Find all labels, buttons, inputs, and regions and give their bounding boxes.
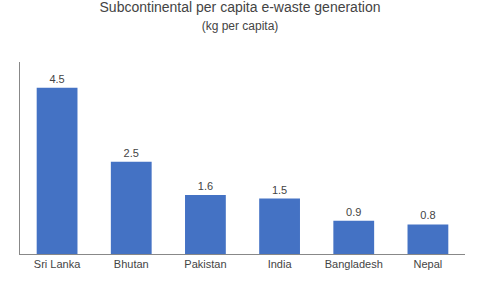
svg-text:1.6: 1.6 [198,180,213,192]
svg-text:0.9: 0.9 [346,206,361,218]
svg-text:4.5: 4.5 [49,73,64,85]
svg-text:Subcontinental per capita e-wa: Subcontinental per capita e-waste genera… [100,0,381,33]
svg-text:Bhutan: Bhutan [114,258,149,270]
svg-text:1.5: 1.5 [272,184,287,196]
svg-text:2.5: 2.5 [124,147,139,159]
svg-text:Sri Lanka: Sri Lanka [34,258,81,270]
svg-text:Nepal: Nepal [414,258,443,270]
svg-text:Pakistan: Pakistan [184,258,226,270]
svg-text:India: India [268,258,293,270]
svg-text:Bangladesh: Bangladesh [325,258,383,270]
svg-text:0.8: 0.8 [420,209,435,221]
